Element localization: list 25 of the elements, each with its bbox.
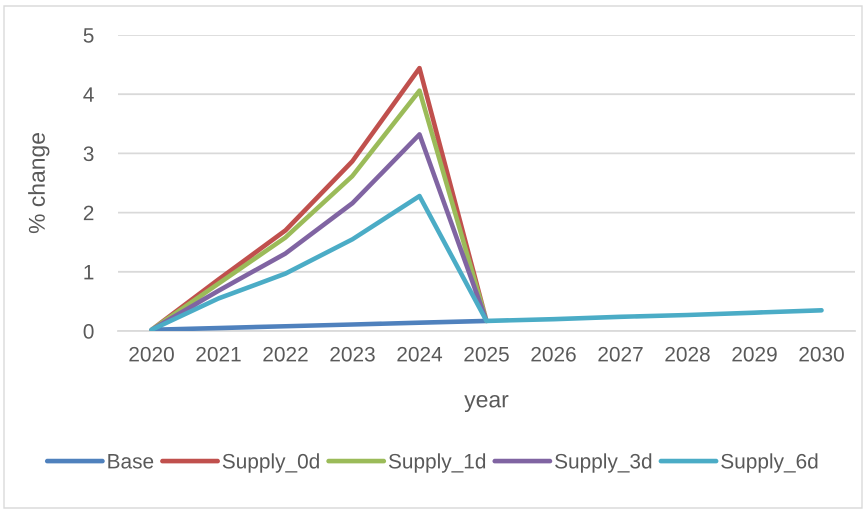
y-tick-label: 3 xyxy=(84,146,94,162)
x-tick-label: 2027 xyxy=(598,346,643,362)
x-tick-label: 2021 xyxy=(196,346,241,362)
legend-label: Supply_6d xyxy=(721,453,818,473)
x-tick-label: 2028 xyxy=(665,346,710,362)
x-axis-title: year xyxy=(464,394,508,412)
line-series xyxy=(149,194,824,331)
legend-label: Supply_0d xyxy=(222,453,319,473)
legend-label: Base xyxy=(108,454,154,469)
y-tick-label: 1 xyxy=(84,265,94,280)
x-tick-label: 2029 xyxy=(732,346,777,362)
y-tick-label: 0 xyxy=(84,324,94,339)
y-tick-label: 4 xyxy=(83,87,94,102)
x-tick-label: 2024 xyxy=(397,346,442,362)
x-tick-label: 2022 xyxy=(263,346,308,362)
x-tick-label: 2030 xyxy=(799,346,844,362)
y-axis-title: % change xyxy=(28,133,50,234)
x-tick-label: 2026 xyxy=(531,346,576,362)
legend-label: Supply_1d xyxy=(388,453,486,473)
y-tick-label: 5 xyxy=(84,28,94,43)
x-tick-label: 2023 xyxy=(330,346,375,362)
x-tick-label: 2020 xyxy=(129,346,174,362)
legend-label: Supply_3d xyxy=(555,453,652,473)
x-tick-label: 2025 xyxy=(464,346,509,362)
y-tick-label: 2 xyxy=(84,206,94,220)
